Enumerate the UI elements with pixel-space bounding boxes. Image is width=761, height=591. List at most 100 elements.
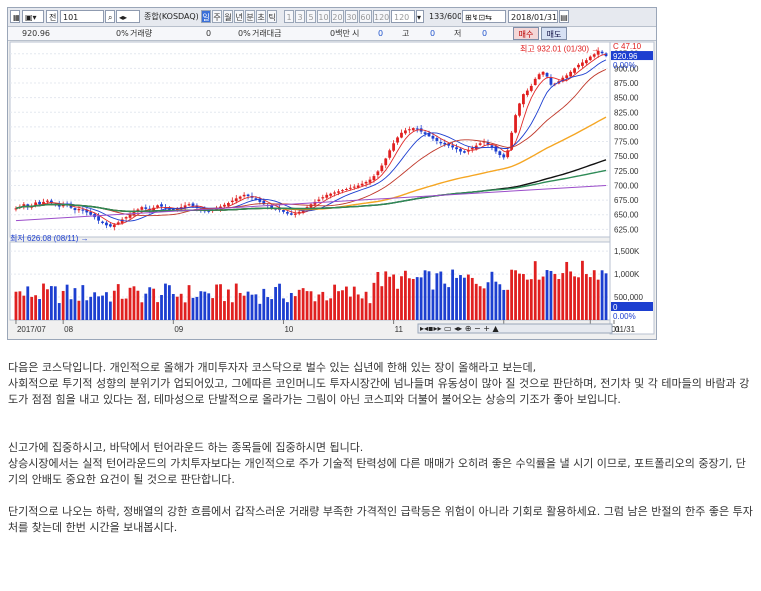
interval-1[interactable]: 1: [284, 10, 294, 23]
volume-bar: [160, 294, 163, 320]
interval-60[interactable]: 60: [359, 10, 372, 23]
volume-bar: [345, 286, 348, 320]
interval-30[interactable]: 30: [345, 10, 358, 23]
candle-body: [337, 191, 340, 193]
trend-line: [15, 184, 607, 222]
volume-bar: [498, 284, 502, 320]
volume-bar: [293, 296, 297, 320]
tab-tick[interactable]: 틱: [267, 10, 277, 23]
tab-month[interactable]: 월: [223, 10, 233, 23]
volume-bar: [561, 273, 565, 320]
search-icon[interactable]: ⌕: [105, 10, 115, 23]
candle-body: [388, 150, 392, 158]
candle-body: [22, 204, 26, 207]
tab-second[interactable]: 초: [256, 10, 266, 23]
interval-120[interactable]: 120: [373, 10, 390, 23]
prefix-label: 전: [46, 10, 58, 23]
volume-bar: [101, 295, 104, 320]
open-label: 시: [352, 29, 360, 38]
candle-body: [333, 192, 337, 194]
candle-body: [112, 224, 116, 228]
volume-bar: [53, 286, 57, 320]
sell-button[interactable]: 매도: [541, 27, 567, 40]
volume-bar: [400, 276, 403, 320]
volume-bar: [427, 271, 431, 320]
candle-body: [187, 204, 191, 206]
volume-bar: [254, 294, 258, 320]
volume-bar: [132, 286, 136, 320]
volume-bar: [30, 296, 34, 320]
candle-body: [215, 208, 218, 211]
volume-pct: 0%: [116, 29, 129, 38]
volume-bar: [545, 270, 549, 320]
volume-bar: [38, 299, 41, 320]
candle-body: [368, 179, 372, 183]
candle-body: [443, 142, 447, 145]
volume-bar: [451, 269, 455, 320]
candle-body: [230, 200, 234, 203]
volume-bar: [466, 274, 470, 320]
candle-body: [97, 216, 100, 221]
x-tick-label: 01/31: [615, 325, 636, 334]
volume-bar: [506, 289, 510, 320]
chart-tools-icons[interactable]: ⊞↯⊡⇆: [462, 10, 506, 23]
interval-10[interactable]: 10: [317, 10, 330, 23]
code-input[interactable]: 101: [60, 10, 104, 23]
quote-bar: 920.96 0% 거래량 0 0% 거래대금 0백만 시 0 고 0 저 0: [8, 27, 656, 41]
candle-body: [407, 129, 411, 131]
tick-select[interactable]: 120: [391, 10, 415, 23]
volume-bar: [337, 291, 340, 320]
volume-bar: [474, 283, 478, 320]
volume-bar: [112, 290, 116, 320]
candle-body: [179, 207, 183, 209]
volume-bar: [411, 278, 415, 320]
tick-dropdown-icon[interactable]: ▾: [416, 10, 424, 23]
interval-3[interactable]: 3: [295, 10, 305, 23]
volume-bar: [596, 279, 600, 320]
candle-body: [463, 151, 466, 153]
tab-week[interactable]: 주: [212, 10, 222, 23]
volume-bar: [356, 294, 360, 320]
prev-next-arrows[interactable]: ◂▸: [116, 10, 140, 23]
candle-body: [392, 143, 396, 151]
price-axis-label: 775.00: [614, 138, 639, 147]
volume-bar: [396, 288, 399, 320]
view-dropdown[interactable]: ▣▾: [22, 10, 44, 23]
interval-20[interactable]: 20: [331, 10, 344, 23]
volume-bar: [195, 296, 199, 320]
volume-bar: [431, 289, 435, 320]
tab-year[interactable]: 년: [234, 10, 244, 23]
volume-bar: [215, 284, 218, 320]
buy-button[interactable]: 매수: [513, 27, 539, 40]
interval-5[interactable]: 5: [306, 10, 316, 23]
tab-minute[interactable]: 분: [245, 10, 255, 23]
volume-bar: [152, 288, 156, 320]
date-input[interactable]: 2018/01/31: [508, 10, 558, 23]
volume-bar: [325, 300, 329, 320]
volume-bar: [22, 295, 26, 320]
chart-menu-icon[interactable]: ▦: [10, 10, 20, 23]
paragraph-3: 단기적으로 나오는 하락, 정배열의 강한 흐름에서 갑작스러운 거래량 부족한…: [8, 505, 753, 534]
volume-bar: [455, 277, 458, 320]
volume-bar: [407, 278, 411, 320]
calendar-icon[interactable]: ▤: [559, 10, 569, 23]
volume-bar: [553, 273, 557, 320]
price-axis-label: 825.00: [614, 108, 639, 117]
volume-bar: [124, 298, 128, 320]
candle-body: [596, 50, 600, 55]
volume-bar: [392, 274, 396, 320]
volume-bar: [577, 277, 580, 320]
volume-bar: [514, 270, 517, 320]
volume-bar: [42, 283, 45, 320]
price-axis-label: 850.00: [614, 94, 639, 103]
candle-body: [372, 176, 376, 181]
tab-day[interactable]: 일: [201, 10, 211, 23]
volume-bar: [537, 279, 541, 320]
candle-body: [171, 208, 175, 211]
candle-body: [447, 143, 451, 146]
low-label: 저: [454, 29, 462, 38]
candle-body: [494, 146, 498, 152]
volume-bar: [289, 292, 293, 320]
candle-body: [262, 200, 266, 205]
candle-body: [101, 221, 104, 223]
